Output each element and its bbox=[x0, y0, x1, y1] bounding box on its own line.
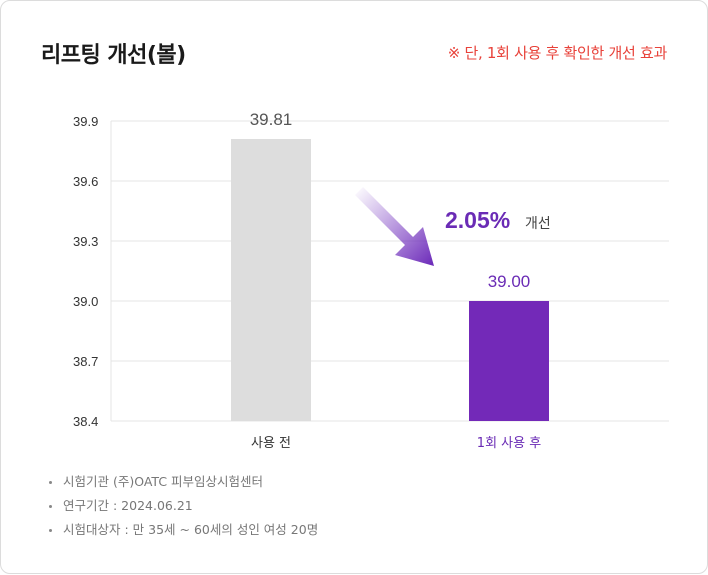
footnote-item: 시험기관 (주)OATC 피부임상시험센터 bbox=[47, 473, 318, 497]
improvement-percent: 2.05% bbox=[445, 207, 510, 233]
bar bbox=[469, 301, 549, 421]
footnote-item: 시험대상자 : 만 35세 ~ 60세의 성인 여성 20명 bbox=[47, 521, 318, 545]
y-tick-label: 39.6 bbox=[73, 174, 98, 189]
footnotes: 시험기관 (주)OATC 피부임상시험센터 연구기간 : 2024.06.21 … bbox=[47, 473, 318, 545]
x-axis-labels: 사용 전 1회 사용 후 bbox=[251, 436, 541, 451]
y-axis-ticks: 39.9 39.6 39.3 39.0 38.7 38.4 bbox=[73, 114, 98, 429]
footnote-item: 연구기간 : 2024.06.21 bbox=[47, 497, 318, 521]
improvement-label: 개선 bbox=[525, 216, 551, 232]
x-tick-label: 사용 전 bbox=[251, 436, 291, 451]
x-tick-label: 1회 사용 후 bbox=[477, 436, 541, 451]
data-label: 39.81 bbox=[250, 110, 293, 129]
y-tick-label: 39.0 bbox=[73, 294, 98, 309]
bar bbox=[231, 139, 311, 421]
y-tick-label: 39.3 bbox=[73, 234, 98, 249]
y-tick-label: 39.9 bbox=[73, 114, 98, 129]
grid-lines bbox=[110, 120, 669, 422]
bars bbox=[231, 139, 549, 421]
down-right-arrow-icon bbox=[355, 187, 434, 266]
chart-title: 리프팅 개선(볼) bbox=[41, 43, 186, 68]
improvement-annotation: 2.05% 개선 bbox=[355, 187, 551, 266]
data-labels: 39.81 39.00 bbox=[250, 110, 531, 291]
y-tick-label: 38.7 bbox=[73, 354, 98, 369]
disclaimer-note: ※ 단, 1회 사용 후 확인한 개선 효과 bbox=[447, 44, 668, 62]
data-label: 39.00 bbox=[488, 272, 531, 291]
y-tick-label: 38.4 bbox=[73, 414, 98, 429]
